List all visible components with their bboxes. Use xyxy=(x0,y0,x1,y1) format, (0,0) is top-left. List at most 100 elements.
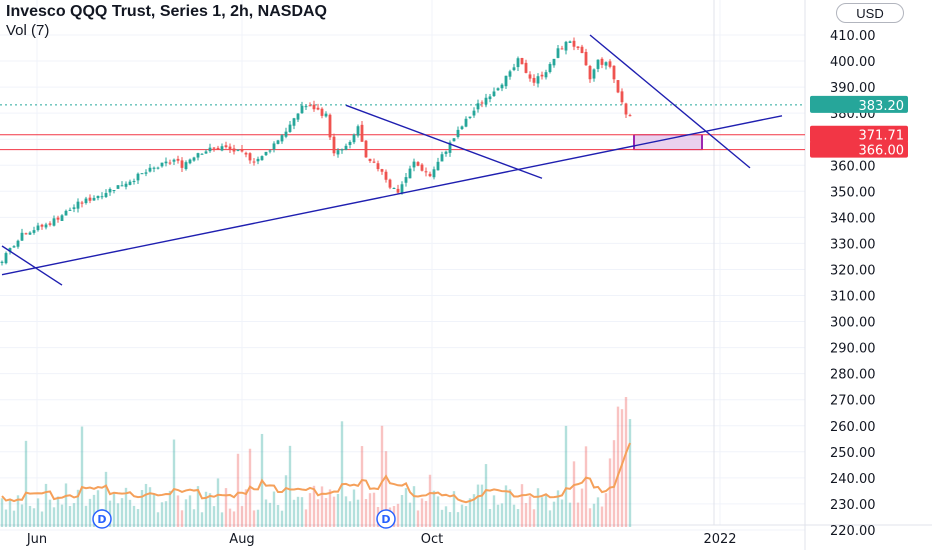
volume-bar xyxy=(584,446,588,527)
candle-body xyxy=(488,96,492,100)
volume-bar xyxy=(364,498,368,527)
volume-bar xyxy=(16,495,20,527)
volume-bar xyxy=(456,512,460,527)
candle-body xyxy=(40,224,44,227)
price-tick-label: 330.00 xyxy=(830,237,876,252)
candle-body xyxy=(132,180,136,182)
volume-bar xyxy=(152,493,156,527)
volume-bar xyxy=(352,489,356,527)
candle-body xyxy=(260,156,264,161)
candle-body xyxy=(336,150,340,155)
price-tick-label: 260.00 xyxy=(830,420,876,435)
volume-bar xyxy=(256,509,260,527)
volume-bar xyxy=(224,488,228,527)
price-lines xyxy=(0,104,805,151)
candle-body xyxy=(32,230,36,233)
candle-body xyxy=(176,158,180,161)
volume-bar xyxy=(232,511,236,527)
candle-body xyxy=(192,157,196,161)
volume-bar xyxy=(540,497,544,527)
candle-body xyxy=(216,147,220,150)
volume-bar xyxy=(372,492,376,527)
candle-body xyxy=(460,126,464,130)
trendline xyxy=(589,34,751,169)
volume-bar xyxy=(112,493,116,527)
volume-bar xyxy=(448,512,452,527)
candle-body xyxy=(380,169,384,172)
price-tick-label: 280.00 xyxy=(830,368,876,383)
price-tick-label: 360.00 xyxy=(830,159,876,174)
candle-body xyxy=(388,179,392,188)
volume-bar xyxy=(84,505,88,527)
price-tick-label: 340.00 xyxy=(830,211,876,226)
candle-body xyxy=(448,142,452,153)
candle-body xyxy=(76,201,80,209)
candle-body xyxy=(264,151,268,156)
price-tick-label: 290.00 xyxy=(830,342,876,357)
candle-body xyxy=(476,103,480,110)
candle-body xyxy=(164,161,168,164)
trendlines[interactable] xyxy=(1,34,783,286)
currency-button[interactable]: USD xyxy=(836,3,904,23)
candle-body xyxy=(308,105,312,107)
candle-body xyxy=(424,171,428,173)
candle-body xyxy=(480,102,484,104)
volume-bar xyxy=(252,510,256,527)
dividend-marker xyxy=(92,509,112,529)
candle-body xyxy=(48,223,52,225)
candle-body xyxy=(144,172,148,174)
candle-body xyxy=(20,232,24,241)
candle-body xyxy=(152,167,156,169)
price-tick-label: 410.00 xyxy=(830,29,876,44)
volume-bar xyxy=(32,508,36,527)
candle-body xyxy=(188,159,192,164)
candle-body xyxy=(600,58,604,65)
volume-bar xyxy=(544,494,548,527)
candle-body xyxy=(224,145,228,148)
candle-body xyxy=(472,110,476,116)
volume-bar xyxy=(196,486,200,527)
candle-body xyxy=(156,167,160,169)
volume-bar xyxy=(4,509,8,527)
candle-body xyxy=(212,147,216,149)
trendline xyxy=(1,245,63,286)
volume-bar xyxy=(472,494,476,527)
volume-bar xyxy=(40,511,44,527)
candle-body xyxy=(584,51,588,66)
volume-bar xyxy=(348,501,352,527)
candle-body xyxy=(444,151,448,154)
volume-bar xyxy=(504,485,508,527)
volume-indicator-label[interactable]: Vol (7) xyxy=(6,22,50,39)
price-tick-label: 320.00 xyxy=(830,263,876,278)
price-tick-label: 250.00 xyxy=(830,446,876,461)
volume-bar xyxy=(336,493,340,527)
trendline xyxy=(345,104,543,179)
candle-body xyxy=(348,141,352,145)
volume-bar xyxy=(600,506,604,527)
volume-bar xyxy=(12,510,16,527)
candle-body xyxy=(548,64,552,73)
volume-bar xyxy=(536,488,540,527)
volume-bar xyxy=(300,497,304,527)
volume-bar xyxy=(404,488,408,527)
volume-bar xyxy=(624,397,628,527)
candle-body xyxy=(356,126,360,136)
volume-bar xyxy=(424,500,428,527)
volume-bar xyxy=(144,483,148,527)
candle-body xyxy=(300,105,304,114)
volume-bar xyxy=(560,499,564,527)
volume-bar xyxy=(596,497,600,527)
volume-bar xyxy=(616,406,620,527)
time-axis[interactable]: Jun Aug Oct 2022 xyxy=(26,532,737,547)
candle-body xyxy=(364,140,368,158)
volume-bar xyxy=(140,490,144,527)
volume-bar xyxy=(340,421,344,527)
candle-body xyxy=(232,148,236,152)
volume-bar xyxy=(464,506,468,527)
candle-body xyxy=(320,108,324,116)
candle-body xyxy=(616,80,620,93)
volume-bar xyxy=(156,512,160,527)
